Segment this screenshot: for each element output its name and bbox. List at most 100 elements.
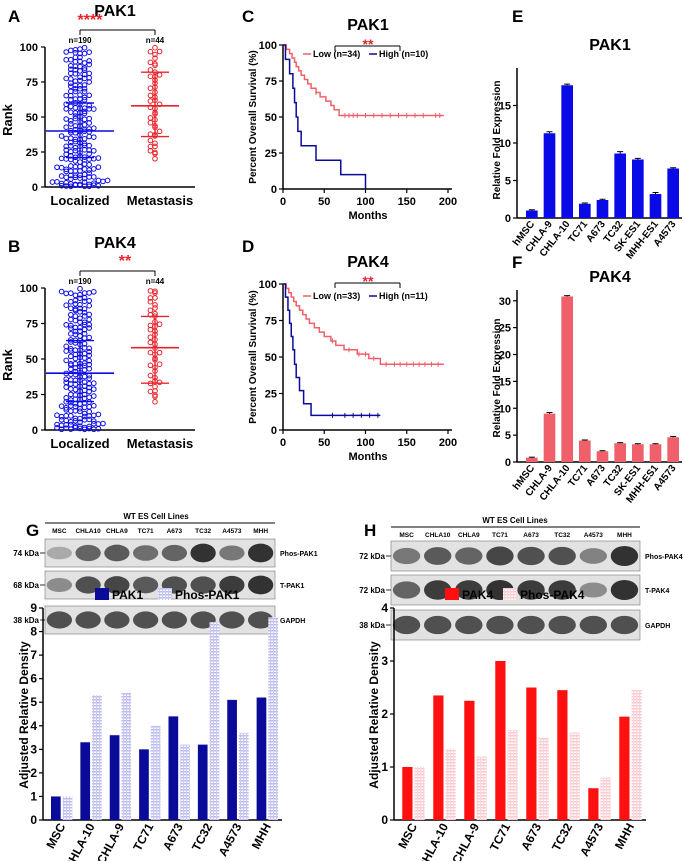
y-tick-label: 15 xyxy=(499,376,511,388)
y-tick-label: 50 xyxy=(26,112,38,124)
bar-pak1-a673 xyxy=(168,716,179,820)
x-tick-label: MHH xyxy=(249,821,274,852)
kda-label: 68 kDa xyxy=(13,581,39,590)
bar-phos-pak1-a673 xyxy=(180,744,190,820)
x-tick-label: TC71 xyxy=(487,821,513,854)
data-point xyxy=(54,425,60,431)
data-point xyxy=(68,402,74,409)
data-point xyxy=(86,325,92,331)
data-point xyxy=(77,333,83,339)
data-point xyxy=(63,174,69,181)
blot-header-h: WT ES Cell Lines xyxy=(482,516,548,525)
lane-label: CHLA10 xyxy=(425,532,451,539)
lane-label: TC32 xyxy=(554,532,570,539)
bar-chla-10 xyxy=(561,296,573,462)
data-point xyxy=(77,285,83,292)
data-point xyxy=(147,295,154,301)
y-tick-label: 20 xyxy=(499,350,511,362)
data-point xyxy=(86,49,92,55)
panel-label-h: H xyxy=(364,521,376,540)
data-point xyxy=(63,405,69,411)
blot-band xyxy=(132,545,159,561)
blot-band xyxy=(46,577,73,593)
legend-label-c-low: Low (n=34) xyxy=(313,49,360,59)
data-point xyxy=(86,142,92,149)
data-point xyxy=(72,86,79,92)
data-point xyxy=(156,379,163,386)
data-point xyxy=(152,398,158,405)
y-tick-label: 4 xyxy=(30,719,37,733)
chart-title-b: PAK4 xyxy=(94,235,136,252)
data-point xyxy=(100,420,106,427)
data-point xyxy=(81,166,88,172)
kda-label: 74 kDa xyxy=(13,549,39,558)
data-point xyxy=(91,402,97,409)
blot-band xyxy=(190,576,216,594)
data-point xyxy=(58,288,65,295)
data-point xyxy=(91,418,97,424)
data-point xyxy=(68,290,74,296)
data-point xyxy=(147,349,154,356)
data-point xyxy=(63,106,69,112)
blot-band xyxy=(392,581,421,599)
y-tick-label: 9 xyxy=(30,601,37,615)
n-label-a2: n=44 xyxy=(146,36,165,45)
bar-pak4-tc32 xyxy=(557,690,568,820)
blot-bands-h: MSC CHLA10 CHLA9 TC71 A673 TC32 A4573 MHH 72 kDa… xyxy=(359,532,683,641)
data-point xyxy=(147,92,154,99)
data-point xyxy=(86,170,92,176)
data-point xyxy=(156,128,163,135)
data-point xyxy=(68,63,74,69)
significance-b: ** xyxy=(119,253,132,270)
data-point xyxy=(63,343,69,350)
bar-sk-es1 xyxy=(632,159,644,218)
blot-band xyxy=(455,615,483,635)
blot-band xyxy=(579,582,608,598)
lane-label: MHH xyxy=(617,532,632,539)
data-point xyxy=(68,109,74,115)
bar-pak4-msc xyxy=(402,767,413,820)
data-point xyxy=(86,321,92,328)
bar-phos-pak1-chla-9 xyxy=(121,692,132,820)
data-point xyxy=(68,305,74,312)
bar-a4573 xyxy=(667,168,679,218)
bar-pak1-a4573 xyxy=(227,699,237,820)
y-tick-label: 0 xyxy=(271,425,277,437)
data-point xyxy=(147,322,154,329)
bar-phos-pak1-tc32 xyxy=(209,622,220,820)
legend-label-pak4: PAK4 xyxy=(462,588,493,602)
data-point xyxy=(86,102,92,109)
y-axis-label-c: Percent Overall Survival (%) xyxy=(248,50,259,183)
data-point xyxy=(156,72,163,78)
y-tick-label: 0 xyxy=(505,213,511,225)
data-point xyxy=(86,92,92,99)
bar-tc71 xyxy=(579,203,591,218)
data-point xyxy=(68,168,74,174)
legend-label-pak1: PAK1 xyxy=(112,588,143,602)
bars-e xyxy=(526,83,679,218)
bars-h xyxy=(402,661,642,820)
data-point xyxy=(147,339,154,346)
chart-title-c: PAK1 xyxy=(347,17,389,34)
y-tick-label: 25 xyxy=(265,389,277,401)
x-tick-label: TC32 xyxy=(189,821,215,854)
blot-band xyxy=(579,615,608,635)
lane-label: MSC xyxy=(52,528,67,535)
data-point xyxy=(58,416,65,423)
data-point xyxy=(147,334,154,341)
y-tick-label: 25 xyxy=(26,390,38,402)
legend-swatch-phos-pak1 xyxy=(158,588,172,600)
data-point xyxy=(68,163,74,169)
x-tick-label: A4573 xyxy=(577,821,606,859)
blot-band xyxy=(610,580,639,600)
mean-sd-bars-b xyxy=(46,315,179,403)
bar-mhh-es1 xyxy=(649,444,662,462)
blot-band xyxy=(132,576,159,594)
lane-label: A4573 xyxy=(222,528,242,535)
y-tick-label: 10 xyxy=(499,403,511,415)
bar-phos-pak1-tc71 xyxy=(150,725,161,820)
data-point xyxy=(91,380,97,387)
category-label-a2: Metastasis xyxy=(127,193,193,208)
